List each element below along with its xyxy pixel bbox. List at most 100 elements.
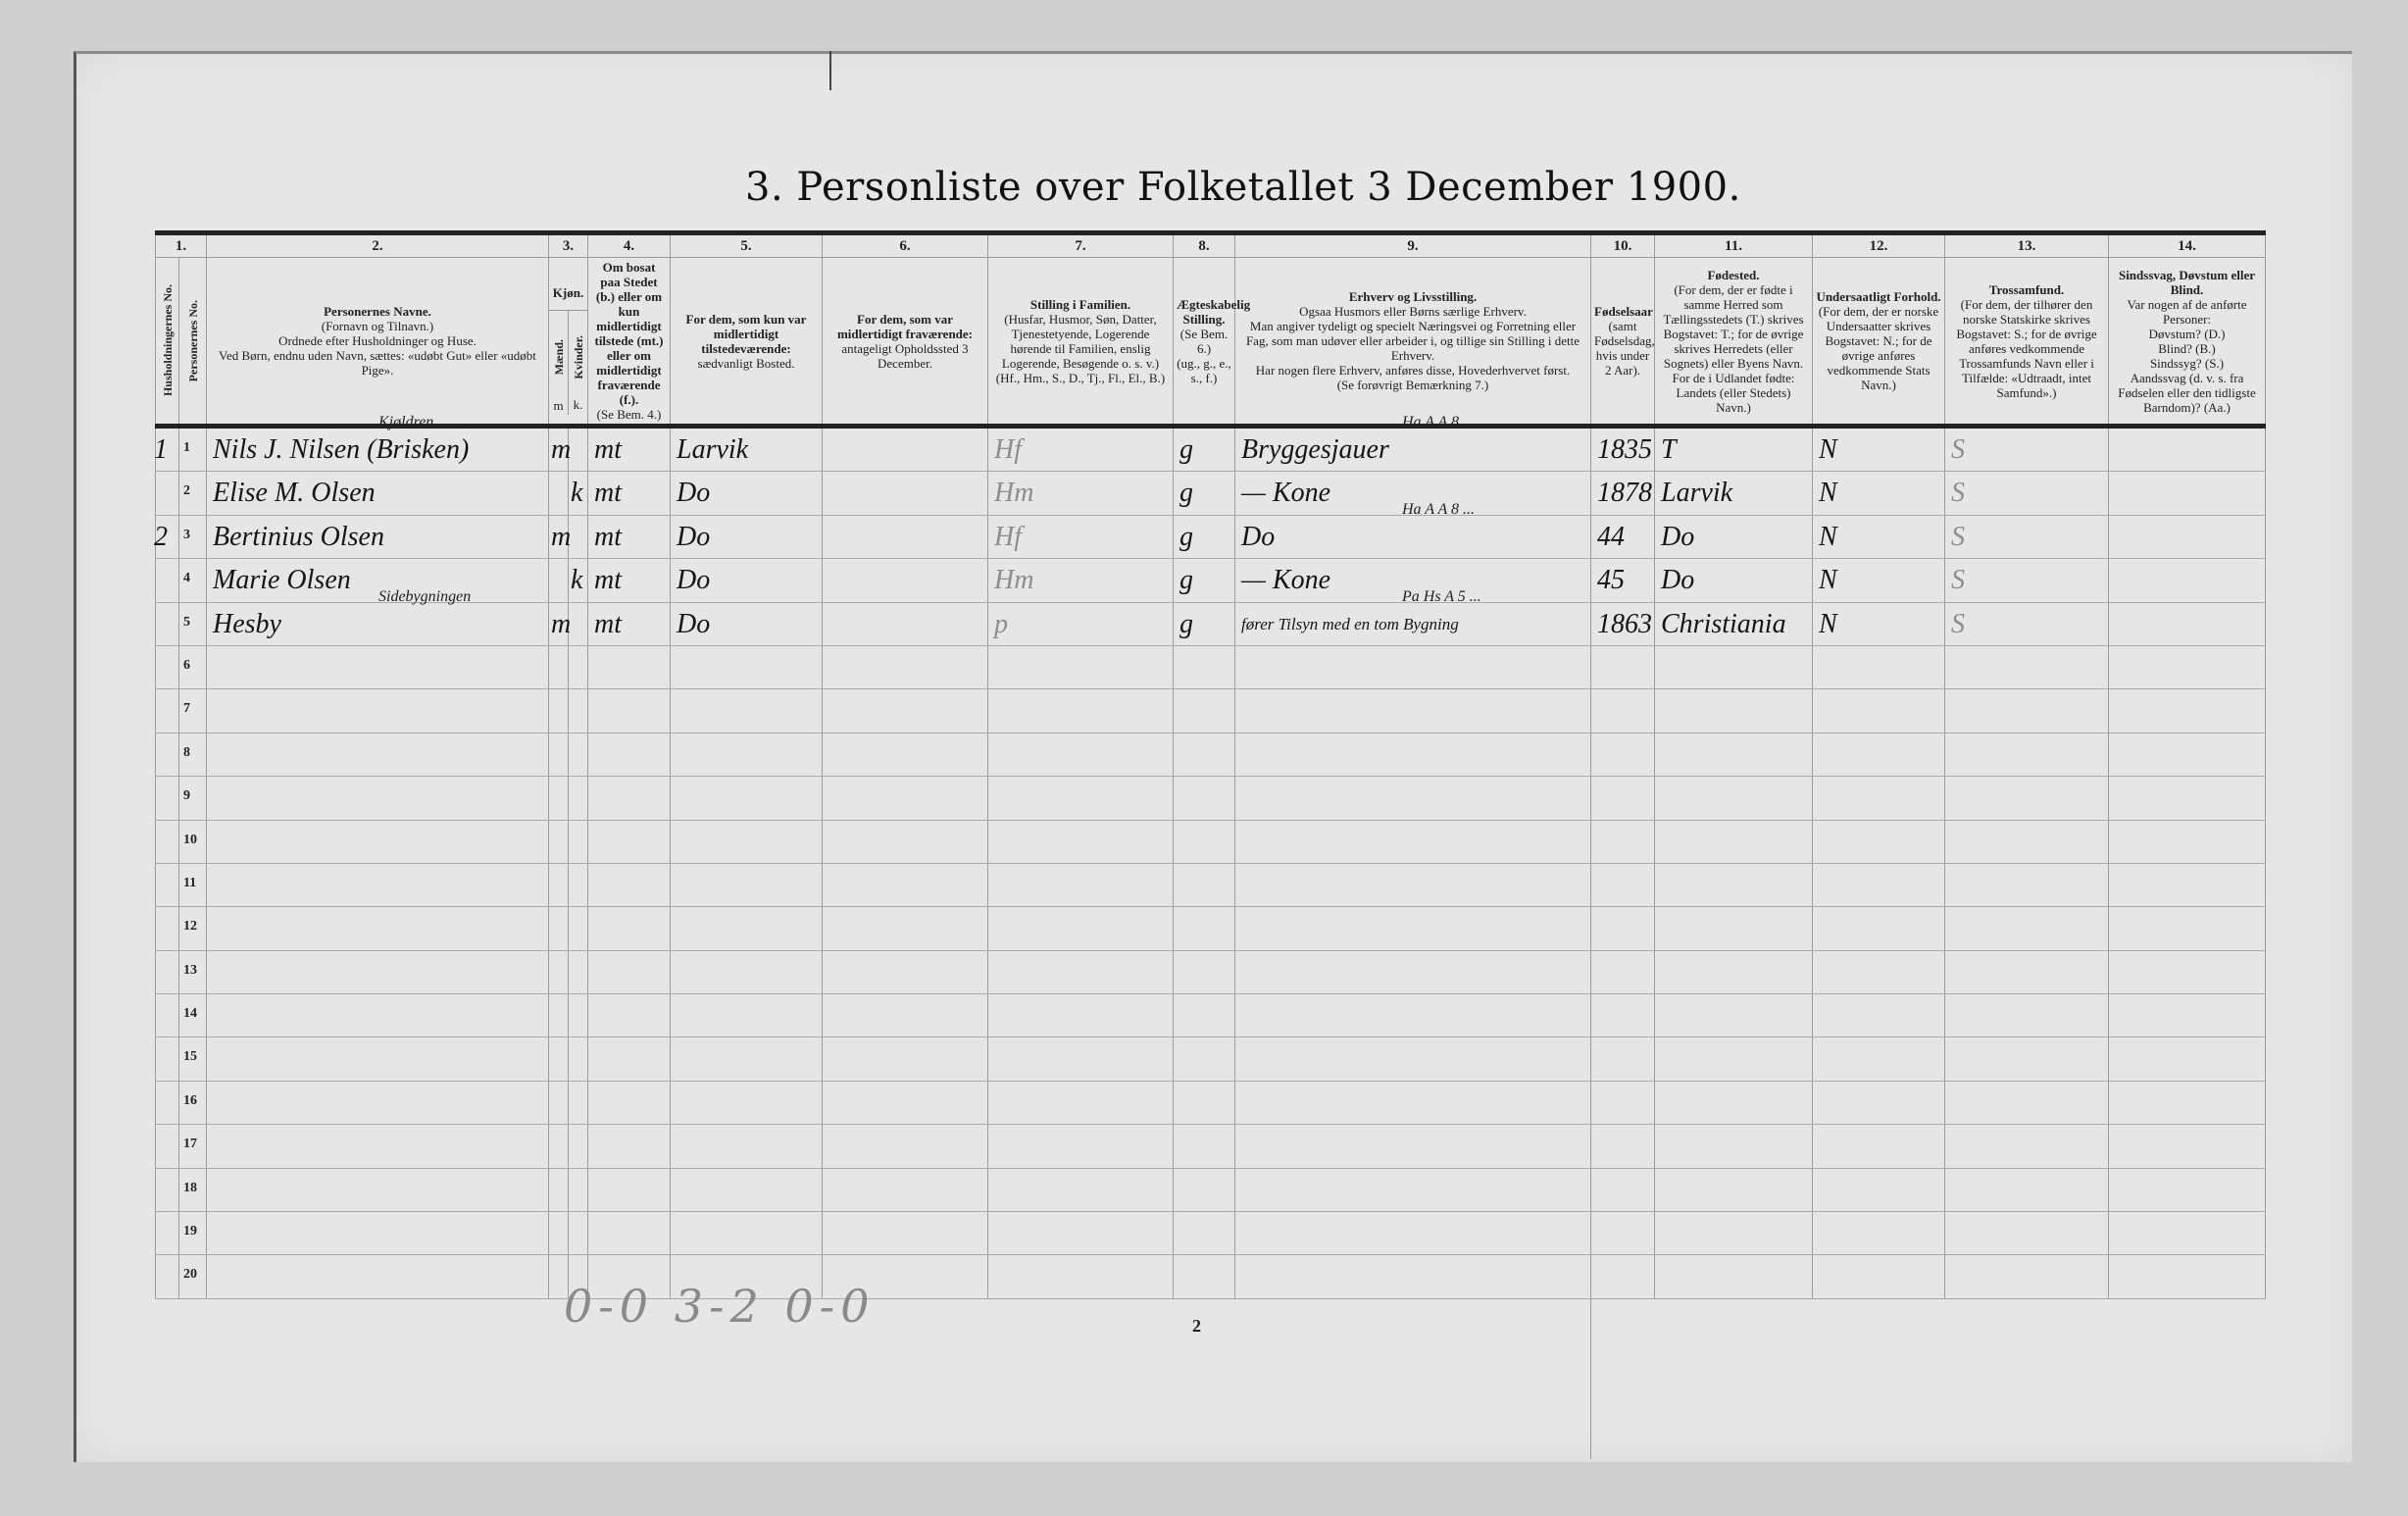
cell-birthplace [1654,1168,1813,1213]
cell-religion: S [1944,602,2109,646]
cell-disability [2108,906,2266,951]
religion-value: S [1951,434,1965,465]
header-disability: Sindssvag, Døvstum eller Blind. Var nogen… [2108,257,2266,429]
cell-household-no [155,1036,179,1082]
person-list-table: 1. 2. 3. 4. 5. 6. 7. 8. 9. 10. 11. 12. 1… [154,230,2266,1299]
table-row: 10 [155,820,2266,864]
cell-temp-absent [822,602,988,646]
cell-person-name [206,1168,549,1213]
cell-residence-status: mt [587,471,671,516]
cell-household-no [155,993,179,1038]
table-row: 9 [155,776,2266,821]
cell-residence-status: mt [587,426,671,473]
cell-birth-year: 44 [1590,515,1655,560]
cell-birth-year [1590,1124,1655,1169]
header-line: Sindssyg? (S.) [2149,355,2225,371]
cell-occupation [1234,820,1591,864]
cell-citizenship [1812,688,1945,733]
residence-status-value: mt [594,608,622,639]
cell-marital-status [1173,733,1235,778]
header-residence-status: Om bosat paa Stedet (b.) eller om kun mi… [587,257,671,429]
cell-religion [1944,863,2109,908]
cell-household-no [155,602,179,646]
cell-sex-male: m [548,515,571,560]
header-marital-status: Ægteskabelig Stilling. (Se Bem. 6.) (ug., … [1173,257,1251,429]
cell-disability [2108,1036,2266,1082]
header-line: Erhverv og Livsstilling. [1348,289,1478,304]
cell-disability [2108,733,2266,778]
cell-residence-status [587,645,671,690]
sex-male-value: m [551,608,572,639]
column-number: 11. [1654,230,1813,258]
cell-birthplace [1654,1254,1813,1299]
cell-sex-female [568,1211,588,1256]
cell-person-no: 12 [178,906,207,951]
residence-status-value: mt [594,565,622,596]
cell-sex-male [548,950,569,995]
header-line: Ægteskabelig Stilling. [1177,296,1251,327]
birthplace-value: Do [1661,565,1695,596]
cell-person-no: 15 [178,1036,207,1082]
header-line: For dem, som var midlertidigt fraværende… [836,311,974,341]
cell-religion [1944,688,2109,733]
column-number: 12. [1812,230,1945,258]
cell-marital-status [1173,1124,1235,1169]
cell-person-name [206,1254,549,1299]
cell-marital-status: g [1173,602,1235,646]
cell-temp-absent [822,1254,988,1299]
header-line: antageligt Opholdssted 3 December. [841,340,969,371]
cell-occupation [1234,1211,1591,1256]
cell-birth-year [1590,993,1655,1038]
cell-citizenship [1812,1124,1945,1169]
cell-birth-year [1590,645,1655,690]
cell-family-position [987,688,1174,733]
cell-sex-female [568,1081,588,1126]
column-header-row: Husholdningernes No. Personernes No. Per… [155,257,2266,429]
column-number: 5. [670,230,823,258]
header-temp-absent: For dem, som var midlertidigt fraværende… [822,257,988,429]
table-row: 12 [155,906,2266,951]
header-line: Om bosat paa Stedet (b.) eller om kun mi… [594,260,664,407]
occupation-annotation: Ha A A 8 ... [1402,414,1475,430]
religion-value: S [1951,608,1965,639]
cell-disability [2108,602,2266,646]
cell-marital-status [1173,1211,1235,1256]
cell-residence-status [587,993,671,1038]
column-number: 13. [1944,230,2109,258]
cell-family-position [987,776,1174,821]
person-name-value: Nils J. Nilsen (Brisken) [213,434,470,465]
cell-birth-year [1590,820,1655,864]
cell-usual-residence [670,733,823,778]
cell-usual-residence [670,993,823,1038]
cell-disability [2108,645,2266,690]
cell-marital-status [1173,950,1235,995]
header-line: Ved Børn, endnu uden Navn, sættes: «udøb… [219,348,536,378]
cell-person-name [206,688,549,733]
cell-temp-absent [822,1036,988,1082]
cell-religion: S [1944,426,2109,473]
cell-household-no [155,863,179,908]
cell-person-name [206,733,549,778]
cell-temp-absent [822,1168,988,1213]
table-row: 20 [155,1254,2266,1299]
table-row: 7 [155,688,2266,733]
cell-birthplace [1654,1124,1813,1169]
birth-year-value: 1878 [1597,478,1652,509]
cell-family-position [987,1254,1174,1299]
cell-family-position [987,733,1174,778]
cell-marital-status: g [1173,471,1235,516]
cell-religion: S [1944,515,2109,560]
cell-occupation [1234,906,1591,951]
header-line: Stilling i Familien. [1029,296,1131,312]
cell-citizenship [1812,645,1945,690]
cell-residence-status: mt [587,515,671,560]
citizenship-value: N [1819,521,1837,552]
cell-birthplace [1654,820,1813,864]
cell-usual-residence [670,688,823,733]
name-annotation: Kjøldren [378,414,434,430]
cell-temp-absent [822,426,988,473]
header-line: Har nogen flere Erhverv, anføres disse, … [1255,363,1571,378]
cell-temp-absent [822,515,988,560]
cell-sex-female [568,993,588,1038]
cell-residence-status [587,776,671,821]
